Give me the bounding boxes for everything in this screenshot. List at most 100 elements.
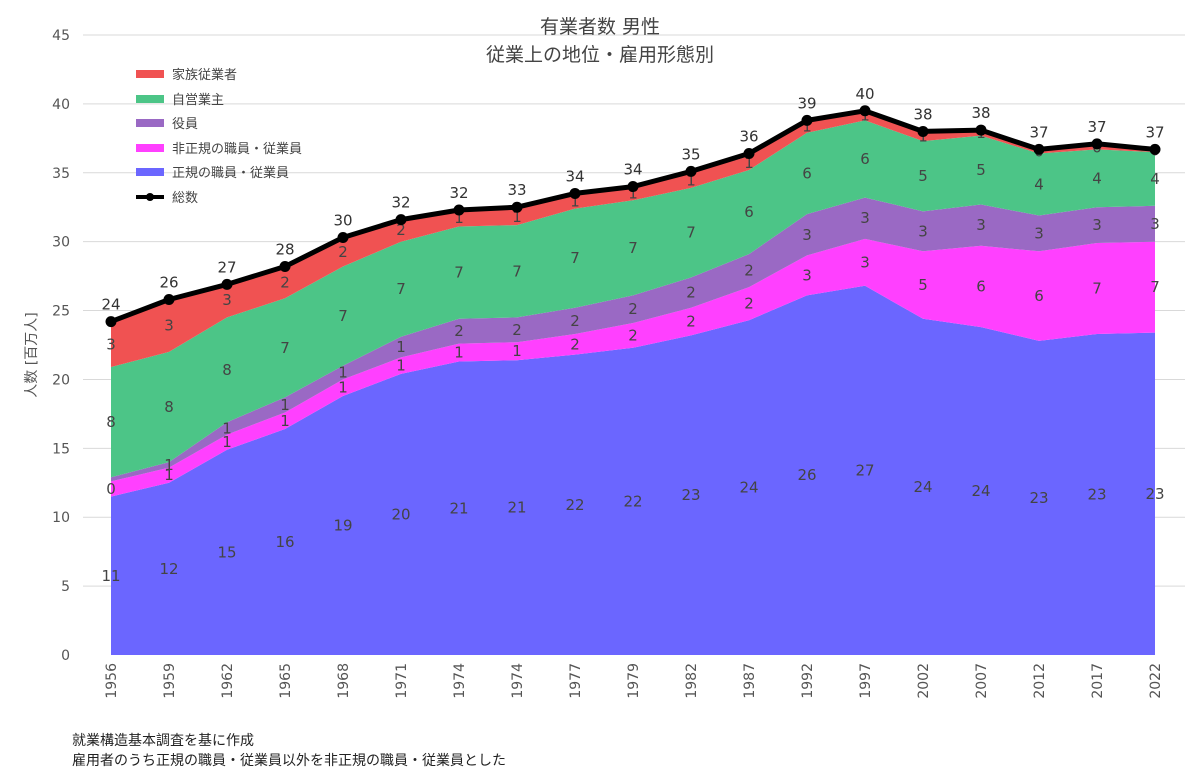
total-point (569, 187, 581, 199)
total-point (975, 124, 987, 136)
total-point (917, 125, 929, 137)
data-label-family: 1 (744, 154, 754, 172)
data-label-self: 4 (1034, 175, 1044, 193)
total-point (511, 201, 523, 213)
legend-label-regular: 正規の職員・従業員 (172, 166, 290, 181)
legend-swatch-exec (136, 119, 164, 127)
data-label-nonreg: 1 (222, 433, 232, 451)
data-label-exec: 2 (628, 300, 638, 318)
data-label-exec: 3 (1150, 215, 1160, 233)
data-label-exec: 1 (222, 419, 232, 437)
data-label-regular: 21 (507, 499, 526, 517)
data-label-regular: 11 (101, 567, 120, 585)
total-label: 34 (565, 167, 584, 185)
data-label-self: 8 (164, 398, 174, 416)
total-label: 37 (1145, 123, 1164, 141)
x-tick-label: 2007 (974, 663, 990, 699)
data-label-regular: 21 (449, 499, 468, 517)
data-label-self: 6 (860, 150, 870, 168)
legend-swatch-self (136, 94, 164, 103)
x-tick-label: 1956 (104, 663, 120, 699)
data-label-exec: 2 (686, 284, 696, 302)
data-label-exec: 3 (802, 226, 812, 244)
data-label-family: 1 (802, 118, 812, 136)
total-label: 33 (507, 181, 526, 199)
x-tick-label: 2017 (1090, 663, 1106, 699)
y-tick-label: 25 (52, 304, 70, 320)
y-tick-label: 20 (52, 372, 70, 388)
total-point (1091, 138, 1103, 150)
data-label-self: 7 (338, 307, 348, 325)
data-label-nonreg: 1 (164, 466, 174, 484)
data-label-nonreg: 6 (976, 277, 986, 295)
data-label-family: 1 (454, 209, 464, 227)
data-label-regular: 20 (391, 505, 410, 523)
method-note: 雇用者のうち正規の職員・従業員以外を非正規の職員・従業員とした (72, 753, 506, 769)
data-label-exec: 2 (570, 312, 580, 330)
data-label-nonreg: 1 (280, 412, 290, 430)
data-label-nonreg: 7 (1150, 278, 1160, 296)
total-label: 36 (739, 127, 758, 145)
x-tick-label: 2012 (1032, 663, 1048, 699)
total-label: 32 (391, 194, 410, 212)
area-layer (111, 110, 1155, 655)
data-label-nonreg: 2 (628, 326, 638, 344)
total-label: 39 (797, 94, 816, 112)
data-label-family: 3 (106, 335, 116, 353)
y-tick-label: 5 (61, 579, 70, 595)
data-label-regular: 22 (565, 496, 584, 514)
data-label-regular: 26 (797, 466, 816, 484)
data-label-self: 7 (628, 239, 638, 257)
data-label-nonreg: 3 (802, 266, 812, 284)
total-label: 37 (1029, 123, 1048, 141)
total-point (105, 316, 117, 328)
data-label-nonreg: 7 (1092, 280, 1102, 298)
data-label-nonreg: 2 (570, 335, 580, 353)
data-label-regular: 27 (855, 461, 874, 479)
y-tick-label: 0 (61, 648, 70, 664)
data-label-exec: 3 (860, 209, 870, 227)
legend-label-nonregular: 非正規の職員・従業員 (172, 141, 303, 157)
data-label-regular: 22 (623, 492, 642, 510)
x-tick-label: 1982 (684, 663, 700, 699)
total-label: 38 (913, 105, 932, 123)
legend-label-family: 家族従業者 (172, 68, 238, 83)
chart-subtitle: 従業上の地位・雇用形態別 (485, 44, 714, 66)
data-label-family: 2 (396, 221, 406, 239)
total-label: 40 (855, 85, 874, 103)
legend-label-self: 自営業主 (172, 92, 225, 108)
total-label: 38 (971, 104, 990, 122)
data-label-exec: 2 (744, 262, 754, 280)
total-label: 28 (275, 240, 294, 258)
total-point (743, 147, 755, 159)
total-point (395, 214, 407, 226)
y-tick-label: 15 (52, 441, 70, 457)
data-label-exec: 1 (396, 338, 406, 356)
y-tick-label: 30 (52, 235, 70, 251)
total-point (627, 181, 639, 193)
x-tick-label: 1974 (510, 663, 526, 699)
data-label-self: 7 (396, 280, 406, 298)
data-label-self: 7 (570, 249, 580, 267)
data-label-family: 2 (338, 243, 348, 261)
data-label-nonreg: 5 (918, 276, 928, 294)
data-label-self: 6 (802, 164, 812, 182)
data-label-self: 8 (106, 413, 116, 431)
total-label: 34 (623, 161, 642, 179)
data-label-nonreg: 2 (744, 295, 754, 313)
x-tick-label: 1987 (742, 663, 758, 699)
data-label-regular: 15 (217, 543, 236, 561)
data-label-family: 1 (686, 171, 696, 189)
total-point (163, 294, 175, 306)
data-label-exec: 2 (454, 322, 464, 340)
area-regular (111, 285, 1155, 655)
total-point (1033, 143, 1045, 155)
data-label-family: 1 (628, 184, 638, 202)
x-tick-label: 1968 (336, 663, 352, 699)
data-label-self: 4 (1092, 169, 1102, 187)
legend-swatch-nonregular (136, 143, 164, 152)
data-label-nonreg: 6 (1034, 287, 1044, 305)
data-label-exec: 3 (1034, 224, 1044, 242)
